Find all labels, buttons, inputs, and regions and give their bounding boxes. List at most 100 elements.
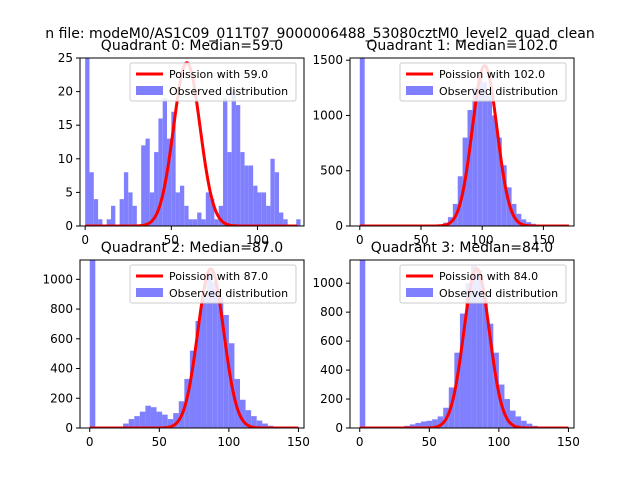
x-tick-label: 100 [471, 233, 494, 247]
axes-frame [79, 259, 305, 429]
histogram-bar [526, 222, 532, 226]
legend: Poission with 59.0 Observed distribution [129, 62, 297, 102]
y-tick-label: 200 [320, 392, 343, 406]
legend: Poission with 87.0 Observed distribution [129, 264, 297, 304]
histogram-bar [188, 219, 193, 226]
histogram-bar [173, 413, 179, 428]
histogram-bar [256, 420, 263, 428]
histogram-bar [223, 98, 228, 226]
histogram-bar [93, 199, 99, 226]
legend-box [129, 264, 297, 304]
y-tick-label: 0 [335, 421, 343, 435]
histogram-bar [437, 416, 444, 428]
histogram-bar [223, 315, 229, 428]
histogram-bar [214, 219, 219, 226]
x-tick-label: 0 [86, 435, 94, 449]
histogram-bar [477, 73, 483, 226]
histogram-bar [487, 323, 494, 428]
y-tick-label: 500 [320, 164, 343, 178]
histogram-bar [192, 219, 198, 226]
y-tick-label: 600 [50, 332, 73, 346]
histogram-bar [491, 115, 497, 226]
histogram-bar [257, 192, 262, 226]
y-tick-label: 15 [58, 118, 73, 132]
histogram-bar [262, 423, 268, 428]
panel-quadrant-0: 0 50 100 0 5 10 15 20 25 Quadrant 0: Median=59.0 P… [58, 38, 305, 247]
legend: Poission with 84.0 Observed distribution [399, 264, 567, 304]
x-tick-label: 0 [356, 435, 364, 449]
histogram-bar [141, 145, 146, 226]
histogram-bar [85, 58, 90, 226]
histogram-bar [231, 91, 236, 226]
legend-fit-label: Poission with 59.0 [169, 68, 268, 81]
histogram-bar [253, 185, 258, 226]
histogram-bar [145, 138, 150, 226]
histogram-bar [240, 399, 246, 428]
y-tick-label: 0 [335, 219, 343, 233]
y-tick-label: 800 [320, 305, 343, 319]
histogram-bar [123, 172, 129, 226]
histogram-bar [515, 416, 522, 428]
histogram-bar [149, 192, 155, 226]
histogram-bar [467, 109, 473, 226]
histogram-bar [111, 205, 116, 226]
histogram-bar [409, 424, 416, 428]
x-tick-label: 0 [356, 233, 364, 247]
histogram-bar [454, 352, 460, 428]
y-tick-label: 10 [58, 152, 73, 166]
histogram-bar [261, 192, 267, 226]
histogram-bar [266, 205, 271, 226]
histogram-bar [240, 152, 245, 226]
axes-frame [79, 57, 305, 227]
histogram-bar [420, 421, 427, 428]
histogram-bar [128, 419, 135, 428]
histogram-bar [248, 165, 254, 226]
y-tick-label: 800 [50, 302, 73, 316]
x-tick-label: 50 [422, 435, 437, 449]
x-tick-label: 100 [217, 435, 240, 449]
histogram-bar [162, 98, 168, 226]
legend-fit-label: Poission with 102.0 [439, 68, 545, 81]
legend-hist-swatch [136, 288, 163, 297]
histogram-bar [432, 419, 438, 428]
histogram-bar [162, 414, 168, 428]
histogram-bar [201, 219, 206, 226]
histogram-bar [179, 185, 185, 226]
axes-frame [349, 259, 575, 429]
x-tick-label: 50 [164, 233, 179, 247]
histogram-bar [482, 82, 488, 226]
histogram-bar [119, 199, 124, 226]
legend-hist-swatch [136, 86, 163, 95]
y-tick-label: 1000 [42, 272, 73, 286]
legend-box [129, 62, 297, 102]
histogram-bar [359, 260, 366, 428]
histogram-bar [167, 138, 172, 226]
y-tick-label: 1500 [312, 53, 343, 67]
histogram-bar [235, 105, 241, 226]
panel-title: Quadrant 2: Median=87.0 [101, 240, 283, 256]
x-tick-label: 150 [532, 233, 555, 247]
y-tick-label: 400 [320, 363, 343, 377]
plot-area [359, 260, 569, 428]
histogram-bar [274, 172, 280, 226]
histogram-bar [156, 411, 163, 428]
y-tick-label: 400 [50, 362, 73, 376]
histogram-bar [521, 420, 527, 428]
histogram-bar [521, 219, 527, 226]
legend-hist-label: Observed distribution [169, 287, 288, 300]
histogram-bar [189, 350, 196, 428]
histogram-bar [145, 405, 151, 428]
legend-box [399, 264, 567, 304]
histogram-bar [472, 87, 478, 226]
legend-hist-label: Observed distribution [439, 85, 558, 98]
panel-quadrant-2: 0 50 100 150 0 200 400 600 800 1000 Quadrant 2: Me… [42, 240, 309, 449]
histogram-bar [415, 422, 421, 428]
y-tick-label: 0 [65, 219, 73, 233]
histogram-bar [426, 420, 433, 428]
histogram-bar [206, 271, 213, 428]
histogram-bar [201, 297, 207, 428]
histogram-bar [482, 297, 488, 428]
histogram-bar [195, 320, 202, 428]
legend: Poission with 102.0 Observed distribution [399, 62, 567, 102]
